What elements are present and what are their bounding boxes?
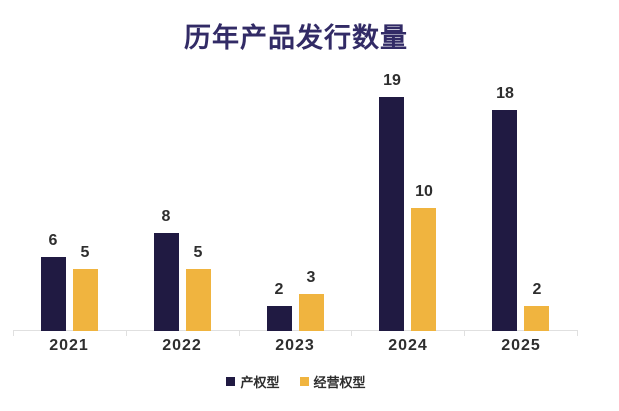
legend-item-经营权型[interactable]: 经营权型 xyxy=(299,372,366,391)
x-axis-label: 2021 xyxy=(49,337,89,354)
value-label: 2 xyxy=(274,281,284,298)
x-axis-label: 2024 xyxy=(388,337,428,354)
legend-swatch-icon xyxy=(226,376,236,386)
chart-legend: 产权型 经营权型 xyxy=(13,369,579,393)
x-axis-tick xyxy=(13,330,14,336)
x-axis-tick xyxy=(125,330,127,336)
bar-经营权型-2024 xyxy=(411,208,436,331)
value-label: 19 xyxy=(383,72,401,89)
x-axis-label: 2023 xyxy=(275,337,315,354)
bar-经营权型-2025 xyxy=(524,306,549,331)
value-label: 6 xyxy=(48,232,58,249)
bar-产权型-2022 xyxy=(154,233,179,331)
value-label: 2 xyxy=(532,281,542,298)
x-axis-line xyxy=(13,330,577,331)
bar-产权型-2024 xyxy=(379,97,404,331)
x-axis-label: 2025 xyxy=(501,337,541,354)
bar-经营权型-2021 xyxy=(73,269,98,331)
bar-经营权型-2023 xyxy=(299,294,324,331)
value-label: 3 xyxy=(306,269,316,286)
x-axis-tick xyxy=(351,330,353,336)
value-label: 5 xyxy=(80,244,90,261)
value-label: 18 xyxy=(496,85,514,102)
x-axis-label: 2022 xyxy=(162,337,202,354)
bar-经营权型-2022 xyxy=(186,269,211,331)
x-axis-tick xyxy=(464,330,466,336)
legend-swatch-icon xyxy=(299,376,309,386)
bar-产权型-2025 xyxy=(492,110,517,331)
bar-产权型-2021 xyxy=(41,257,66,331)
value-label: 8 xyxy=(161,208,171,225)
value-label: 5 xyxy=(193,244,203,261)
legend-label: 经营权型 xyxy=(313,374,366,390)
bar-产权型-2023 xyxy=(267,306,292,331)
legend-label: 产权型 xyxy=(240,374,280,390)
chart-title: 历年产品发行数量 xyxy=(184,23,408,53)
legend-item-产权型[interactable]: 产权型 xyxy=(226,372,280,391)
x-axis-tick xyxy=(238,330,240,336)
value-label: 10 xyxy=(415,183,433,200)
x-axis-tick xyxy=(577,330,578,336)
